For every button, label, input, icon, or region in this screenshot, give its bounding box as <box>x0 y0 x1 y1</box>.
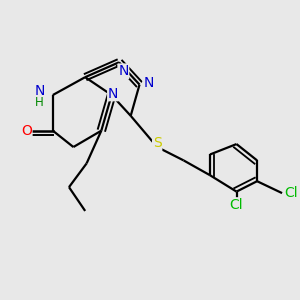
Text: S: S <box>153 136 161 151</box>
Text: N: N <box>34 84 45 98</box>
Text: N: N <box>118 64 128 78</box>
Text: N: N <box>143 76 154 90</box>
Text: N: N <box>108 86 118 100</box>
Text: Cl: Cl <box>230 198 243 212</box>
Text: Cl: Cl <box>284 186 298 200</box>
Text: O: O <box>21 124 32 138</box>
Text: H: H <box>35 96 44 109</box>
